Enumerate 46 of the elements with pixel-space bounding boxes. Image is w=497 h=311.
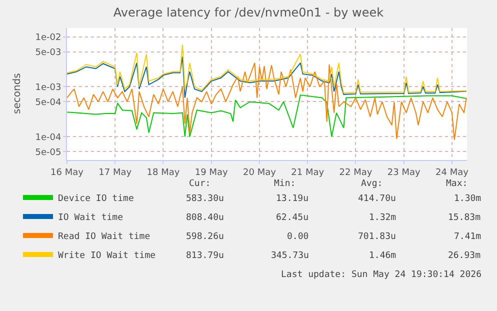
text: 1.46m <box>369 251 396 261</box>
y-tick-label: 1e-02 <box>35 32 62 43</box>
line-series <box>67 62 467 140</box>
y-tick-label: 1e-03 <box>35 82 62 93</box>
text: 1.32m <box>369 213 396 223</box>
x-tick-label: 24 May <box>436 168 470 178</box>
text: 7.41m <box>454 232 482 242</box>
text: 583.30u <box>186 194 224 204</box>
x-tick-label: 21 May <box>291 168 325 178</box>
line-series <box>67 56 467 98</box>
text: Min: <box>274 179 296 189</box>
text: Cur: <box>189 179 211 189</box>
text: 813.79u <box>186 251 224 261</box>
text: Last update: Sun May 24 19:30:14 2026 <box>281 270 482 280</box>
y-tick-label: 5e-05 <box>35 148 62 158</box>
y-tick-label: 5e-03 <box>35 48 62 58</box>
x-tick-label: 17 May <box>98 168 132 178</box>
x-tick-label: 16 May <box>50 168 84 178</box>
legend-label: Write IO Wait time <box>58 251 156 262</box>
x-tick-label: 22 May <box>339 168 373 178</box>
text: 0.00 <box>287 232 309 242</box>
legend-label: IO Wait time <box>58 213 124 224</box>
text: 808.40u <box>186 213 224 223</box>
legend-label: Device IO time <box>58 194 134 204</box>
text: 62.45u <box>276 213 309 223</box>
x-tick-label: 20 May <box>243 168 277 178</box>
x-tick-label: 18 May <box>146 168 180 178</box>
text: 1.30m <box>454 194 482 204</box>
text: Max: <box>446 179 468 189</box>
x-tick-label: 23 May <box>387 168 421 178</box>
text: Avg: <box>361 179 383 189</box>
text: 414.70u <box>358 194 396 204</box>
y-tick-label: 5e-04 <box>35 98 62 108</box>
text: 26.93m <box>448 251 481 261</box>
line-series <box>67 94 467 138</box>
line-series <box>67 44 467 94</box>
chart-title: Average latency for /dev/nvme0n1 - by week <box>113 5 384 20</box>
x-tick-label: 19 May <box>194 168 228 178</box>
text: 701.83u <box>358 232 396 242</box>
text: 345.73u <box>271 251 309 261</box>
text: 13.19u <box>276 194 309 204</box>
text: 598.26u <box>186 232 224 242</box>
legend-label: Read IO Wait time <box>58 232 150 242</box>
y-tick-label: 1e-04 <box>35 132 62 143</box>
y-axis-title: seconds <box>12 73 23 114</box>
text: 15.83m <box>448 213 481 223</box>
